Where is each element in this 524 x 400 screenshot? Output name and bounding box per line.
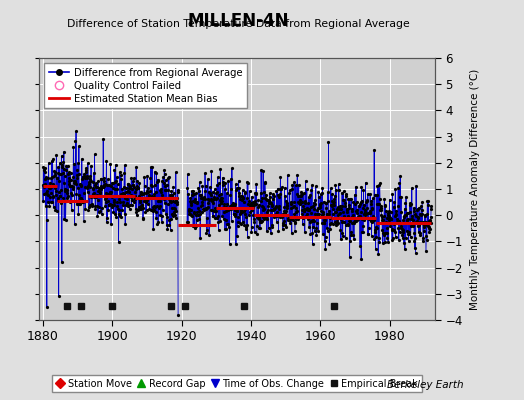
Text: Difference of Station Temperature Data from Regional Average: Difference of Station Temperature Data f… [67,19,410,29]
Legend: Station Move, Record Gap, Time of Obs. Change, Empirical Break: Station Move, Record Gap, Time of Obs. C… [52,375,422,392]
Text: Berkeley Earth: Berkeley Earth [387,380,464,390]
Y-axis label: Monthly Temperature Anomaly Difference (°C): Monthly Temperature Anomaly Difference (… [470,68,479,310]
Text: MILLEN-4N: MILLEN-4N [188,12,289,30]
